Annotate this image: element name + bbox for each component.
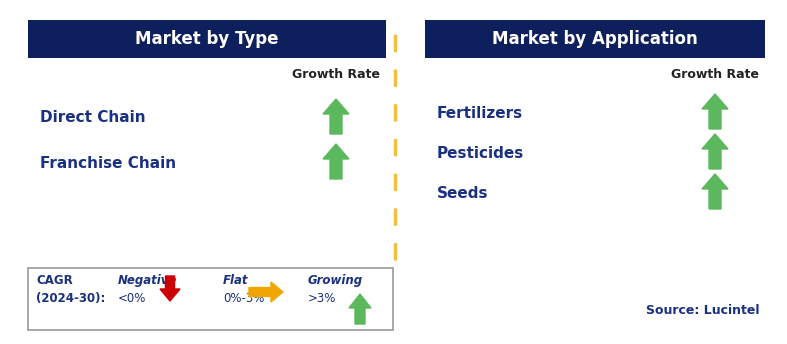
Text: Market by Type: Market by Type — [135, 30, 279, 48]
Text: (2024-30):: (2024-30): — [36, 292, 105, 305]
Polygon shape — [323, 99, 349, 134]
Polygon shape — [323, 144, 349, 179]
Polygon shape — [349, 294, 371, 324]
FancyBboxPatch shape — [28, 20, 386, 58]
Text: Growing: Growing — [308, 274, 363, 287]
Text: Flat: Flat — [223, 274, 249, 287]
Text: Seeds: Seeds — [437, 185, 489, 201]
Text: Negative: Negative — [118, 274, 177, 287]
Polygon shape — [249, 282, 283, 302]
Text: Pesticides: Pesticides — [437, 146, 524, 161]
Text: CAGR: CAGR — [36, 274, 72, 287]
Text: Growth Rate: Growth Rate — [671, 68, 759, 81]
FancyBboxPatch shape — [28, 268, 393, 330]
Text: 0%-3%: 0%-3% — [223, 292, 264, 305]
Text: Direct Chain: Direct Chain — [40, 110, 146, 126]
Text: Franchise Chain: Franchise Chain — [40, 155, 176, 171]
Polygon shape — [160, 276, 180, 301]
Polygon shape — [702, 134, 728, 169]
Text: <0%: <0% — [118, 292, 146, 305]
Polygon shape — [702, 94, 728, 129]
Text: >3%: >3% — [308, 292, 336, 305]
Text: Fertilizers: Fertilizers — [437, 106, 523, 120]
Text: Source: Lucintel: Source: Lucintel — [646, 303, 760, 316]
Text: Growth Rate: Growth Rate — [292, 68, 380, 81]
Text: Market by Application: Market by Application — [492, 30, 698, 48]
Polygon shape — [702, 174, 728, 209]
FancyBboxPatch shape — [425, 20, 765, 58]
